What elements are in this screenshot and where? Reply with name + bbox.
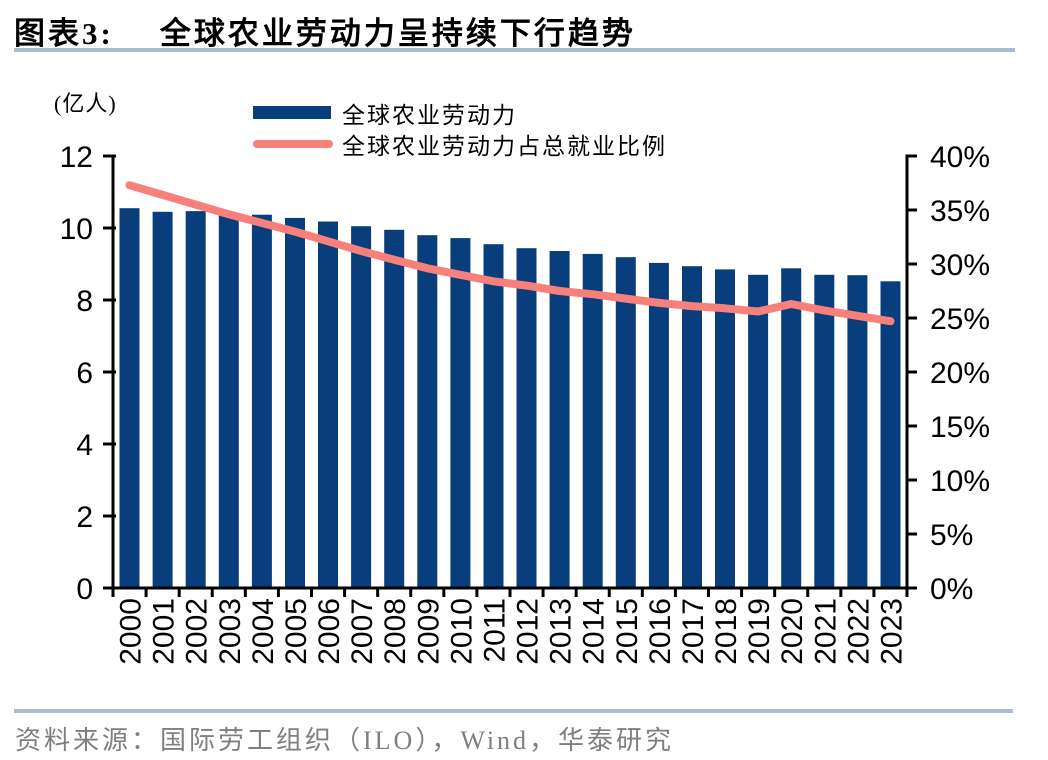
right-tick-label: 20% <box>930 357 990 390</box>
title-underline <box>14 48 1015 52</box>
x-tick-label-2020: 2020 <box>776 598 809 665</box>
line-series-swatch-icon <box>253 139 333 148</box>
x-tick-label-2004: 2004 <box>247 598 280 665</box>
bar-2006 <box>318 221 338 588</box>
bar-2008 <box>384 229 405 589</box>
left-tick-label: 12 <box>60 141 93 174</box>
left-tick-label: 2 <box>76 501 93 534</box>
x-tick-label-2022: 2022 <box>842 598 875 665</box>
right-tick-label: 15% <box>930 411 990 444</box>
right-tick-label: 5% <box>930 519 973 552</box>
bar-2004 <box>251 214 272 588</box>
x-tick-label-2009: 2009 <box>412 598 445 665</box>
bar-2023 <box>880 281 901 588</box>
x-tick-label-2017: 2017 <box>677 598 710 665</box>
x-tick-label-2001: 2001 <box>148 598 181 665</box>
x-tick-label-2023: 2023 <box>875 598 908 665</box>
x-tick-label-2006: 2006 <box>313 598 346 665</box>
left-tick-label: 4 <box>76 429 93 462</box>
bar-2001 <box>152 211 173 589</box>
bar-2014 <box>582 253 603 588</box>
bar-2012 <box>516 248 537 588</box>
x-tick-label-2003: 2003 <box>214 598 247 665</box>
ratio-line <box>125 181 895 326</box>
bar-series-swatch-icon <box>253 106 331 119</box>
right-tick-label: 30% <box>930 249 990 282</box>
bar-2011 <box>483 244 504 588</box>
x-tick-label-2000: 2000 <box>115 598 148 665</box>
bar-2010 <box>450 238 471 588</box>
left-axis-unit-label: (亿人) <box>54 91 117 116</box>
right-tick-label: 40% <box>930 141 990 174</box>
legend-item-bar: 全球农业劳动力 <box>253 97 667 128</box>
x-tick-label-2016: 2016 <box>644 598 677 665</box>
x-tick-label-2007: 2007 <box>346 598 379 665</box>
bar-2020 <box>781 268 802 588</box>
bar-2018 <box>715 269 735 588</box>
left-tick-label: 8 <box>76 285 93 318</box>
footer-divider <box>14 709 1013 713</box>
left-tick-label: 0 <box>76 573 93 606</box>
bar-2000 <box>119 208 140 588</box>
legend-bar-label: 全球农业劳动力 <box>342 102 517 128</box>
bar-2013 <box>549 251 570 588</box>
right-tick-label: 35% <box>930 195 990 228</box>
x-tick-label-2019: 2019 <box>743 598 776 665</box>
legend-item-line: 全球农业劳动力占总就业比例 <box>253 128 667 159</box>
x-tick-label-2008: 2008 <box>379 598 412 665</box>
chart-legend: 全球农业劳动力 全球农业劳动力占总就业比例 <box>253 97 667 159</box>
x-tick-label-2018: 2018 <box>710 598 743 665</box>
bar-2016 <box>648 262 669 588</box>
figure-label: 图表3: <box>14 16 114 51</box>
x-tick-label-2010: 2010 <box>445 598 478 665</box>
bar-2003 <box>218 213 239 588</box>
x-tick-label-2011: 2011 <box>478 598 511 663</box>
bar-2005 <box>285 217 305 588</box>
left-tick-label: 6 <box>76 357 93 390</box>
x-tick-label-2005: 2005 <box>280 598 313 665</box>
x-tick-label-2013: 2013 <box>545 598 578 665</box>
right-tick-label: 10% <box>930 465 990 498</box>
bar-2002 <box>185 211 206 588</box>
source-note: 资料来源：国际劳工组织（ILO），Wind，华泰研究 <box>15 726 675 755</box>
left-tick-label: 10 <box>60 213 93 246</box>
x-tick-label-2014: 2014 <box>578 598 611 665</box>
legend-line-label: 全球农业劳动力占总就业比例 <box>342 133 667 159</box>
x-tick-label-2021: 2021 <box>809 598 842 665</box>
bar-2009 <box>417 235 438 588</box>
right-tick-label: 25% <box>930 303 990 336</box>
right-tick-label: 0% <box>930 573 973 606</box>
bar-2019 <box>748 274 769 588</box>
figure-header: 图表3: 全球农业劳动力呈持续下行趋势 <box>14 8 636 53</box>
bar-2021 <box>814 274 835 588</box>
x-tick-label-2015: 2015 <box>611 598 644 665</box>
figure-title: 全球农业劳动力呈持续下行趋势 <box>159 16 636 51</box>
bar-2017 <box>682 266 702 588</box>
x-tick-label-2012: 2012 <box>512 598 545 665</box>
bar-2022 <box>847 275 868 588</box>
bar-2015 <box>615 257 636 588</box>
bar-2007 <box>351 226 372 588</box>
x-tick-label-2002: 2002 <box>181 598 214 665</box>
